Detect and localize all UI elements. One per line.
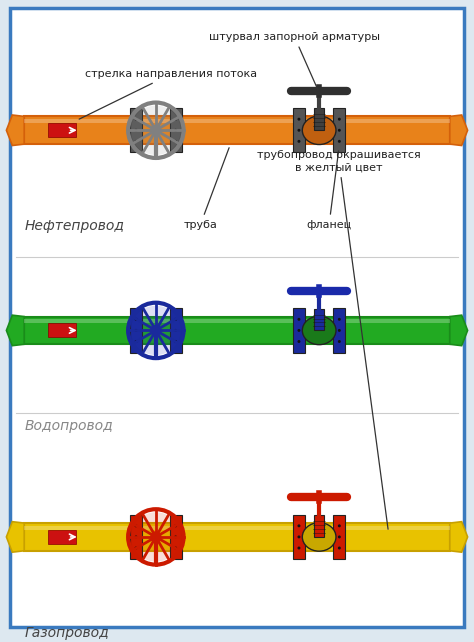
- Circle shape: [135, 329, 137, 332]
- Bar: [293, 308, 305, 352]
- Circle shape: [338, 329, 341, 332]
- Circle shape: [298, 546, 301, 550]
- Circle shape: [174, 329, 177, 332]
- Bar: [48, 324, 76, 337]
- Text: Водопровод: Водопровод: [24, 419, 113, 433]
- Bar: [48, 530, 76, 544]
- Bar: [24, 317, 450, 344]
- Bar: [314, 309, 324, 331]
- Circle shape: [135, 129, 137, 132]
- Polygon shape: [6, 315, 24, 345]
- Text: Нефтепровод: Нефтепровод: [24, 219, 124, 233]
- Circle shape: [131, 512, 181, 562]
- Bar: [314, 515, 324, 537]
- Bar: [170, 108, 182, 152]
- Circle shape: [298, 340, 301, 343]
- Text: стрелка направления потока: стрелка направления потока: [79, 69, 257, 119]
- Circle shape: [135, 546, 137, 550]
- Circle shape: [338, 140, 341, 143]
- Bar: [130, 308, 142, 352]
- Circle shape: [298, 329, 301, 332]
- Ellipse shape: [302, 523, 336, 551]
- Bar: [333, 308, 345, 352]
- Circle shape: [151, 532, 161, 542]
- Circle shape: [298, 525, 301, 527]
- Circle shape: [174, 340, 177, 343]
- Circle shape: [338, 318, 341, 321]
- Circle shape: [338, 340, 341, 343]
- Polygon shape: [6, 522, 24, 552]
- Circle shape: [338, 525, 341, 527]
- Bar: [24, 119, 450, 123]
- Polygon shape: [450, 315, 468, 345]
- Circle shape: [174, 129, 177, 132]
- Bar: [293, 108, 305, 152]
- Circle shape: [174, 117, 177, 121]
- Polygon shape: [450, 115, 468, 146]
- Circle shape: [135, 340, 137, 343]
- Ellipse shape: [302, 316, 336, 345]
- Circle shape: [131, 105, 181, 155]
- Circle shape: [131, 306, 181, 355]
- Circle shape: [298, 117, 301, 121]
- Text: фланец: фланец: [307, 151, 352, 230]
- Bar: [293, 515, 305, 559]
- Circle shape: [338, 535, 341, 539]
- Text: штурвал запорной арматуры: штурвал запорной арматуры: [209, 31, 380, 90]
- Circle shape: [151, 325, 161, 335]
- Bar: [24, 319, 450, 324]
- Circle shape: [174, 546, 177, 550]
- Circle shape: [338, 117, 341, 121]
- Circle shape: [174, 318, 177, 321]
- Polygon shape: [6, 115, 24, 146]
- Circle shape: [338, 129, 341, 132]
- Circle shape: [338, 546, 341, 550]
- Bar: [170, 308, 182, 352]
- Bar: [130, 108, 142, 152]
- Bar: [333, 108, 345, 152]
- Bar: [130, 515, 142, 559]
- Circle shape: [298, 140, 301, 143]
- Circle shape: [135, 525, 137, 527]
- Circle shape: [135, 318, 137, 321]
- Circle shape: [298, 535, 301, 539]
- Text: Газопровод: Газопровод: [24, 626, 109, 640]
- Circle shape: [174, 535, 177, 539]
- Bar: [48, 123, 76, 137]
- Bar: [24, 526, 450, 530]
- Circle shape: [298, 318, 301, 321]
- Circle shape: [135, 117, 137, 121]
- Circle shape: [174, 140, 177, 143]
- Circle shape: [298, 129, 301, 132]
- Bar: [170, 515, 182, 559]
- Bar: [333, 515, 345, 559]
- Bar: [24, 116, 450, 144]
- Circle shape: [174, 525, 177, 527]
- Circle shape: [151, 125, 161, 135]
- Bar: [24, 523, 450, 551]
- Bar: [314, 108, 324, 130]
- Text: трубопровод окрашивается
в желтый цвет: трубопровод окрашивается в желтый цвет: [257, 150, 421, 529]
- Polygon shape: [450, 522, 468, 552]
- Ellipse shape: [302, 116, 336, 144]
- Circle shape: [135, 535, 137, 539]
- Text: труба: труба: [183, 148, 229, 230]
- Circle shape: [135, 140, 137, 143]
